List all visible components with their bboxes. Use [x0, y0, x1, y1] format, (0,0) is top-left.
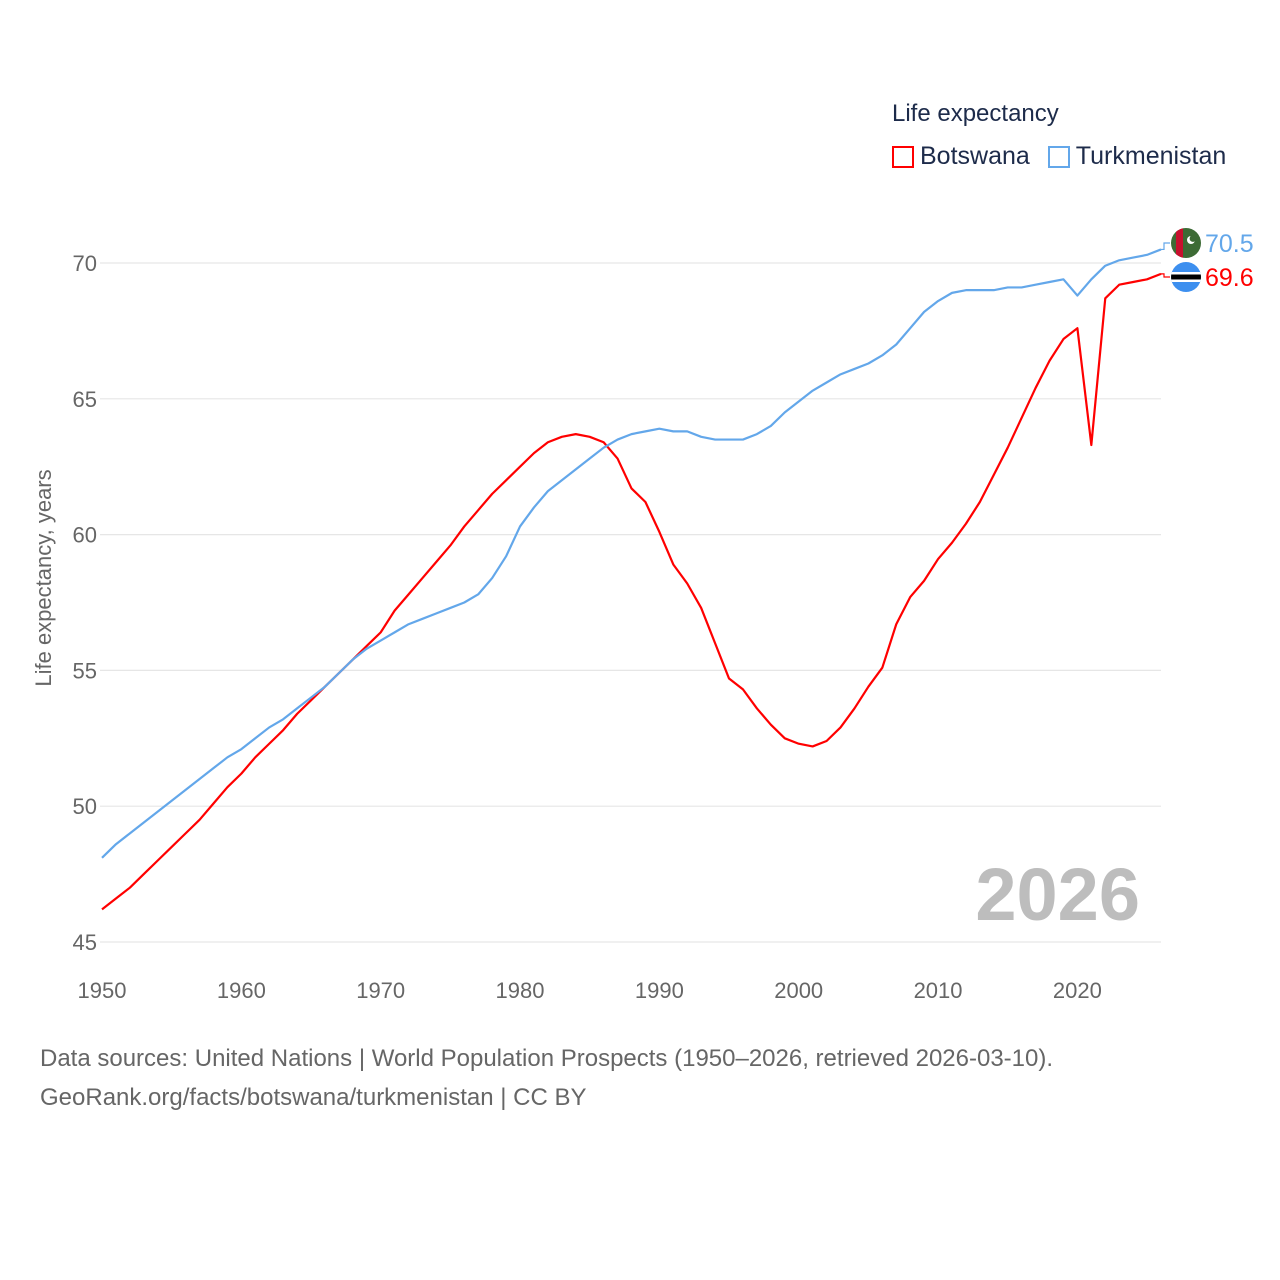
x-tick-label: 2010 — [914, 978, 963, 1003]
x-tick-label: 1980 — [496, 978, 545, 1003]
leader-line-turkmenistan — [1161, 242, 1170, 251]
flag-field — [1171, 228, 1201, 258]
x-tick-label: 1950 — [78, 978, 127, 1003]
series-line-turkmenistan — [101, 248, 1162, 859]
year-watermark: 2026 — [975, 853, 1140, 936]
y-axis-title: Life expectancy, years — [31, 469, 56, 686]
legend-swatch-turkmenistan — [1047, 145, 1070, 168]
x-tick-label: 1990 — [635, 978, 684, 1003]
y-tick-label: 45 — [73, 930, 97, 955]
y-tick-label: 60 — [73, 523, 97, 548]
legend: Botswana Turkmenistan — [892, 142, 1226, 171]
botswana-flag-icon — [1171, 262, 1201, 292]
x-tick-label: 2020 — [1053, 978, 1102, 1003]
x-tick-label: 1960 — [217, 978, 266, 1003]
legend-item-botswana[interactable]: Botswana — [892, 142, 1030, 171]
x-tick-label: 1970 — [356, 978, 405, 1003]
legend-label-botswana: Botswana — [920, 142, 1030, 170]
crescent-cut — [1189, 235, 1197, 242]
end-label-turkmenistan: 70.5 — [1205, 230, 1254, 258]
y-tick-label: 65 — [73, 387, 97, 412]
y-tick-label: 50 — [73, 794, 97, 819]
turkmenistan-flag-icon — [1171, 228, 1201, 258]
leader-line-botswana — [1161, 273, 1170, 278]
flag-body — [1171, 262, 1201, 292]
source-line-1: Data sources: United Nations | World Pop… — [40, 1045, 1054, 1072]
flag-black-band — [1171, 274, 1201, 280]
y-tick-label: 55 — [73, 658, 97, 683]
source-line-2[interactable]: GeoRank.org/facts/botswana/turkmenistan … — [40, 1084, 587, 1111]
end-label-botswana: 69.6 — [1205, 264, 1254, 292]
legend-swatch-botswana — [892, 145, 914, 168]
series-line-botswana — [101, 272, 1162, 911]
x-tick-label: 2000 — [774, 978, 823, 1003]
flag-body — [1171, 228, 1201, 258]
flag-stripe — [1176, 228, 1183, 258]
legend-label-turkmenistan: Turkmenistan — [1075, 142, 1227, 170]
legend-title: Life expectancy — [892, 100, 1059, 127]
legend-item-turkmenistan[interactable]: Turkmenistan — [1047, 142, 1227, 171]
y-tick-label: 70 — [73, 251, 97, 276]
